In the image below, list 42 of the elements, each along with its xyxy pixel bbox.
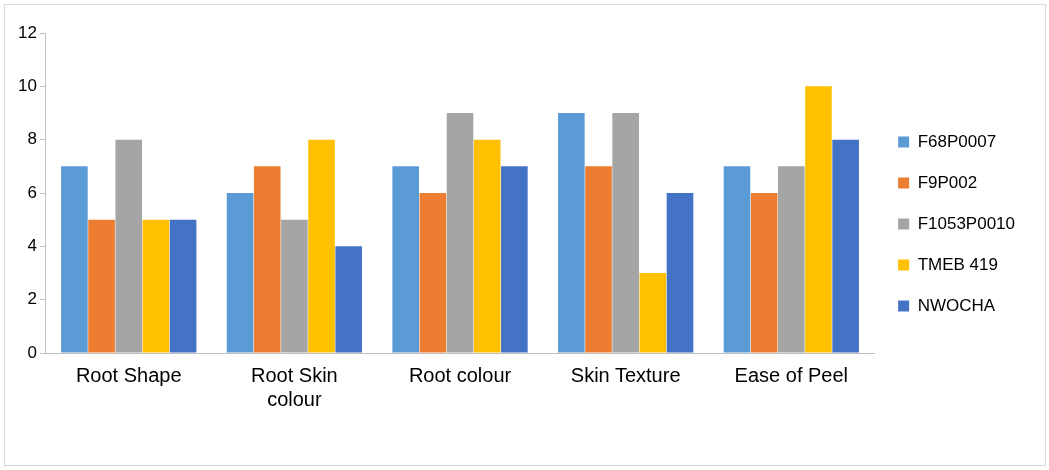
legend-label: NWOCHA [917,295,996,315]
bar [61,166,88,353]
x-tick-label: Skin Texture [570,363,681,386]
bar [281,219,308,353]
bar [226,193,254,353]
y-tick-label: 0 [27,342,37,362]
y-tick-label: 8 [27,129,37,149]
bar [253,166,281,353]
x-tick-label: Ease of Peel [734,363,849,386]
bar [501,166,528,353]
legend-label: F68P0007 [917,131,997,151]
y-tick-label: 2 [27,289,37,309]
bar [558,113,585,353]
bar [585,166,612,353]
bar [723,166,751,353]
bar [88,219,115,353]
bar [419,193,447,353]
y-tick-label: 10 [17,76,37,96]
bar [169,219,197,353]
x-tick-label: Root colour [408,363,512,386]
bar [750,193,778,353]
bar [805,86,832,353]
bar [832,139,859,353]
legend-label: F9P002 [917,172,978,192]
bar [666,193,694,353]
bar [142,219,170,353]
x-tick-label: Root Shape [75,363,182,386]
bar [473,139,501,353]
bar [639,273,667,353]
bar [392,166,419,353]
y-tick-label: 4 [27,236,37,256]
bar [446,113,474,353]
bar [335,246,363,353]
legend-label: F1053P0010 [917,213,1016,233]
y-tick-label: 6 [27,182,37,202]
bar [612,113,639,353]
y-tick-label: 12 [17,22,37,42]
x-tick-label: Root Skin colour [251,363,338,410]
bar [778,166,805,353]
legend-label: TMEB 419 [917,254,998,274]
bar [308,139,335,353]
bar [115,139,143,353]
